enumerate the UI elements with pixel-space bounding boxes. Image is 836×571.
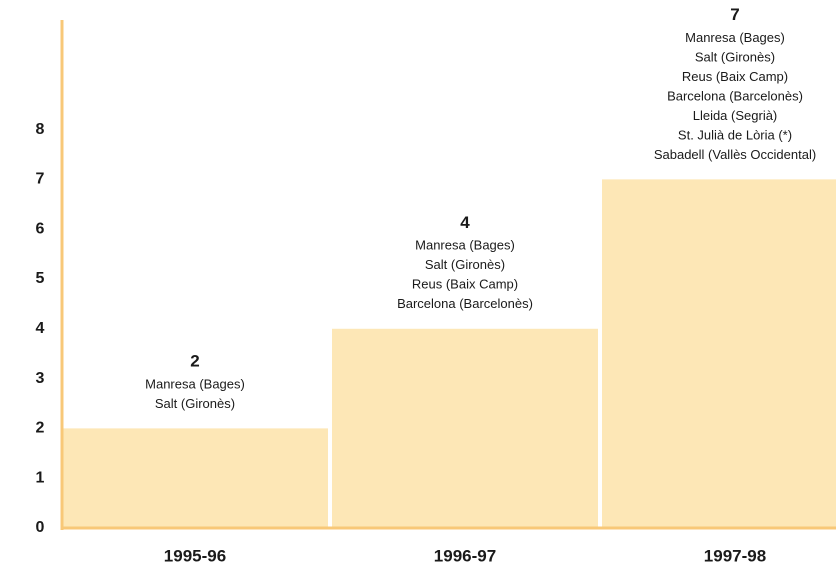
y-tick-label: 8 (36, 121, 45, 138)
bar (332, 328, 598, 528)
y-tick-label: 3 (36, 370, 45, 387)
bar (602, 179, 836, 528)
x-tick-label: 1995-96 (164, 546, 226, 565)
value-label: 2 (190, 351, 199, 370)
bar-annotation: Salt (Gironès) (425, 257, 505, 272)
y-tick-label: 5 (36, 270, 45, 287)
y-tick-label: 6 (36, 220, 45, 237)
x-tick-label: 1997-98 (704, 546, 766, 565)
y-tick-label: 0 (36, 519, 45, 536)
y-tick-label: 4 (36, 320, 45, 337)
bar-annotation: Manresa (Bages) (145, 376, 245, 391)
bar (62, 428, 328, 528)
bar-annotation: Sabadell (Vallès Occidental) (654, 147, 816, 162)
bar-annotation: Manresa (Bages) (685, 30, 785, 45)
bar-annotation: Salt (Gironès) (695, 49, 775, 64)
bar-annotation: Barcelona (Barcelonès) (397, 296, 533, 311)
bar-annotation: St. Julià de Lòria (*) (678, 127, 792, 142)
bar-annotation: Reus (Baix Camp) (682, 69, 788, 84)
value-label: 7 (730, 5, 739, 24)
y-tick-label: 2 (36, 420, 45, 437)
bar-annotation: Salt (Gironès) (155, 396, 235, 411)
y-tick-label: 1 (36, 469, 45, 486)
x-tick-label: 1996-97 (434, 546, 496, 565)
bar-annotation: Manresa (Bages) (415, 238, 515, 253)
y-tick-label: 7 (36, 171, 45, 188)
value-label: 4 (460, 213, 470, 232)
bar-annotation: Lleida (Segrià) (693, 108, 778, 123)
bar-annotation: Barcelona (Barcelonès) (667, 88, 803, 103)
bar-annotation: Reus (Baix Camp) (412, 277, 518, 292)
